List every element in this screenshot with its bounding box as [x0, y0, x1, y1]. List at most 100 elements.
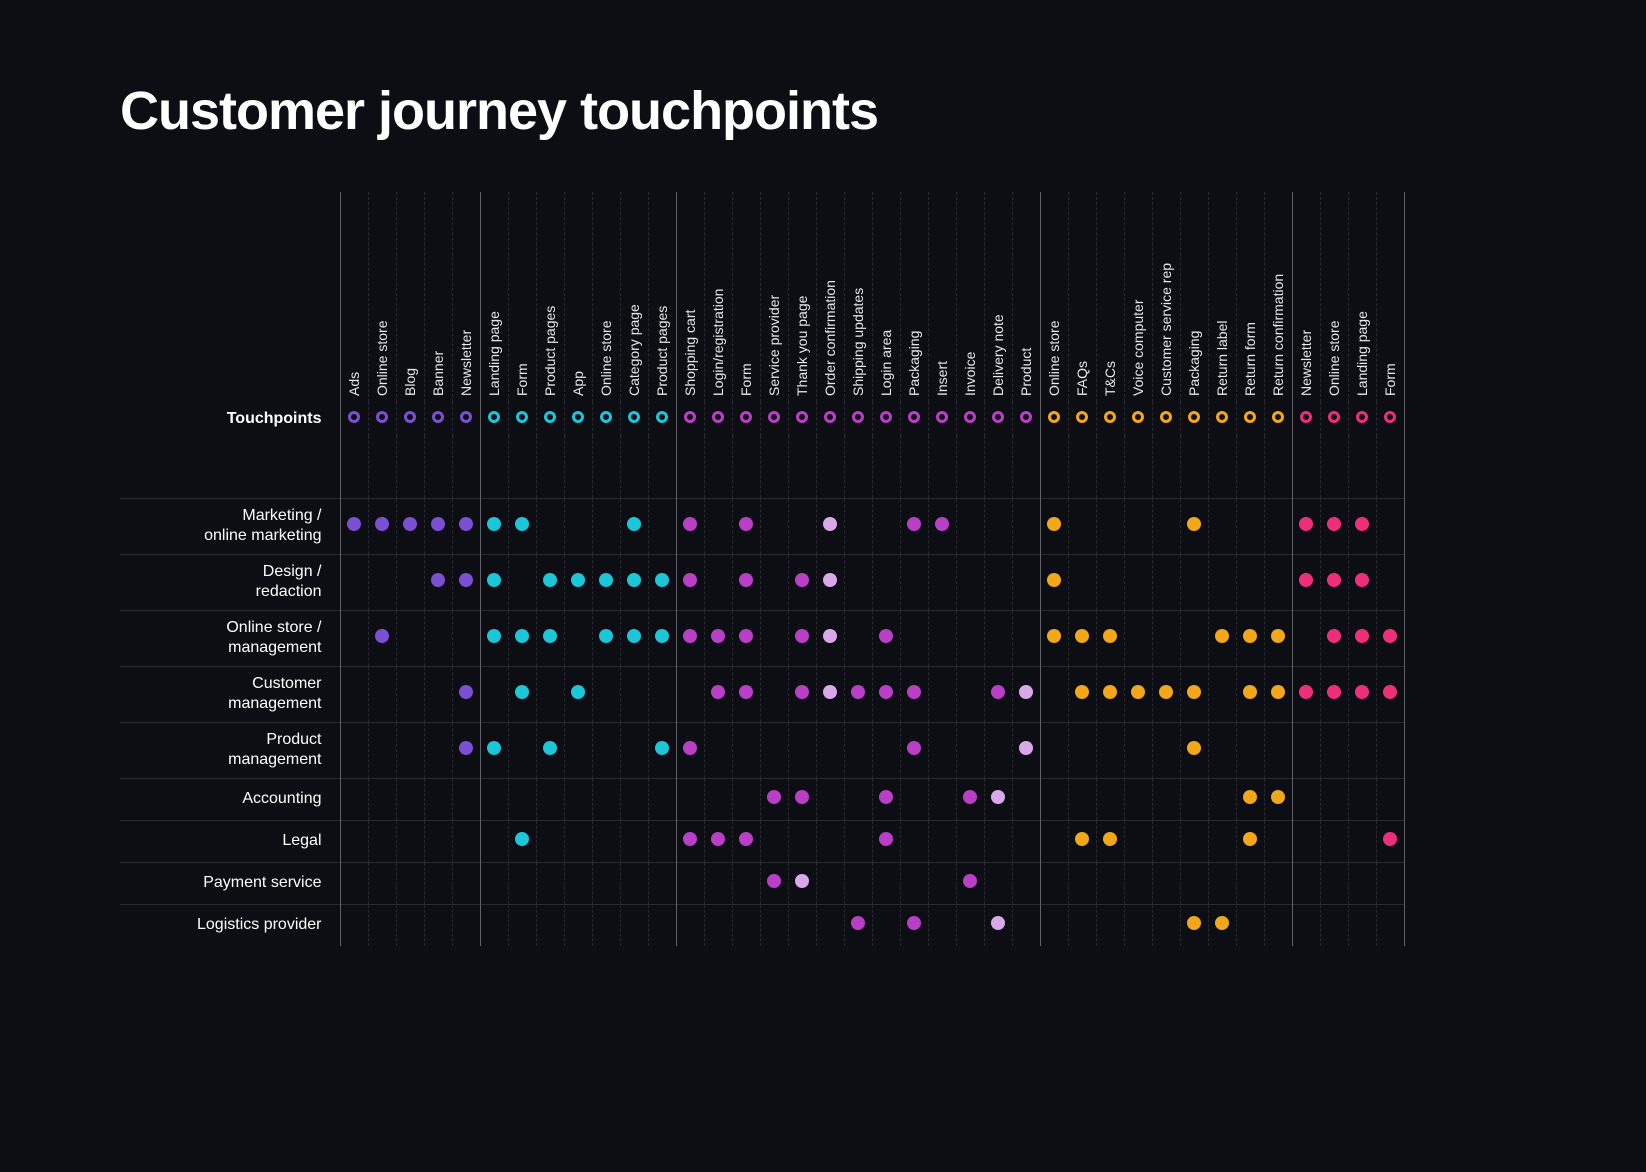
ring-marker: [600, 411, 612, 423]
matrix-cell: [1236, 722, 1264, 778]
matrix-cell: [1292, 498, 1320, 554]
matrix-cell: [1096, 498, 1124, 554]
dot-marker: [1243, 832, 1257, 846]
matrix-cell: [872, 666, 900, 722]
matrix-cell: [452, 778, 480, 820]
matrix-cell: [844, 778, 872, 820]
matrix-cell: [984, 498, 1012, 554]
column-header: Customer service rep: [1152, 192, 1180, 402]
matrix-cell: [956, 498, 984, 554]
matrix-cell: [340, 666, 368, 722]
matrix-cell: [564, 498, 592, 554]
matrix-cell: [1124, 862, 1152, 904]
matrix-cell: [1068, 554, 1096, 610]
matrix-cell: [396, 498, 424, 554]
column-header: Newsletter: [452, 192, 480, 402]
matrix-cell: [508, 666, 536, 722]
matrix-cell: [368, 820, 396, 862]
matrix-cell: [1012, 820, 1040, 862]
column-label: T&Cs: [1102, 361, 1118, 396]
matrix-cell: [1152, 722, 1180, 778]
matrix-cell: [564, 778, 592, 820]
matrix-cell: [1152, 778, 1180, 820]
matrix-cell: [452, 554, 480, 610]
column-header: Online store: [368, 192, 396, 402]
matrix-cell: [872, 862, 900, 904]
matrix-cell: [564, 666, 592, 722]
matrix-cell: [760, 554, 788, 610]
dot-marker: [375, 517, 389, 531]
matrix-cell: [1236, 820, 1264, 862]
row-label: Productmanagement: [120, 722, 340, 778]
matrix-cell: [984, 666, 1012, 722]
matrix-cell: [1348, 778, 1376, 820]
matrix-cell: [900, 778, 928, 820]
ring-marker: [824, 411, 836, 423]
matrix-cell: [396, 554, 424, 610]
ring-marker: [684, 411, 696, 423]
dot-marker: [1047, 573, 1061, 587]
column-label: Shipping updates: [850, 288, 866, 396]
matrix-cell: [788, 904, 816, 946]
matrix-cell: [788, 820, 816, 862]
matrix-cell: [732, 722, 760, 778]
column-label: Packaging: [906, 331, 922, 396]
matrix-cell: [844, 554, 872, 610]
touchpoint-ring-cell: [1040, 402, 1068, 436]
matrix-cell: [1180, 666, 1208, 722]
column-label: FAQs: [1074, 361, 1090, 396]
matrix-cell: [1208, 820, 1236, 862]
matrix-cell: [1040, 904, 1068, 946]
matrix-cell: [760, 820, 788, 862]
touchpoint-ring-cell: [844, 402, 872, 436]
matrix-cell: [508, 820, 536, 862]
matrix-cell: [1208, 904, 1236, 946]
touchpoint-matrix: AdsOnline storeBlogBannerNewsletterLandi…: [120, 192, 1526, 946]
matrix-cell: [1236, 778, 1264, 820]
dot-marker: [1243, 685, 1257, 699]
matrix-cell: [956, 666, 984, 722]
column-label: Login area: [878, 330, 894, 396]
touchpoint-ring-cell: [956, 402, 984, 436]
matrix-cell: [844, 820, 872, 862]
ring-marker: [992, 411, 1004, 423]
matrix-cell: [676, 498, 704, 554]
dot-marker: [795, 790, 809, 804]
matrix-cell: [760, 498, 788, 554]
dot-marker: [487, 629, 501, 643]
matrix-cell: [1152, 820, 1180, 862]
dot-marker: [431, 517, 445, 531]
column-header: Return label: [1208, 192, 1236, 402]
matrix-cell: [564, 554, 592, 610]
dot-marker: [459, 685, 473, 699]
dot-marker: [879, 832, 893, 846]
matrix-cell: [1096, 666, 1124, 722]
touchpoint-ring-cell: [704, 402, 732, 436]
matrix-cell: [1236, 666, 1264, 722]
matrix-cell: [536, 722, 564, 778]
matrix-cell: [1152, 554, 1180, 610]
matrix-cell: [368, 862, 396, 904]
column-header: Banner: [424, 192, 452, 402]
ring-marker: [488, 411, 500, 423]
column-label: Voice computer: [1130, 300, 1146, 397]
touchpoint-ring-cell: [760, 402, 788, 436]
column-header: Return confirmation: [1264, 192, 1292, 402]
dot-marker: [1327, 517, 1341, 531]
matrix-cell: [816, 862, 844, 904]
matrix-cell: [1012, 722, 1040, 778]
ring-marker: [964, 411, 976, 423]
dot-marker: [795, 573, 809, 587]
column-header: Thank you page: [788, 192, 816, 402]
matrix-cell: [1320, 498, 1348, 554]
dot-marker: [1187, 517, 1201, 531]
matrix-cell: [1320, 554, 1348, 610]
matrix-cell: [1236, 610, 1264, 666]
matrix-cell: [620, 778, 648, 820]
dot-marker: [1271, 629, 1285, 643]
matrix-cell: [676, 666, 704, 722]
ring-marker: [348, 411, 360, 423]
column-label: Shopping cart: [682, 310, 698, 396]
matrix-cell: [592, 666, 620, 722]
matrix-cell: [1236, 554, 1264, 610]
